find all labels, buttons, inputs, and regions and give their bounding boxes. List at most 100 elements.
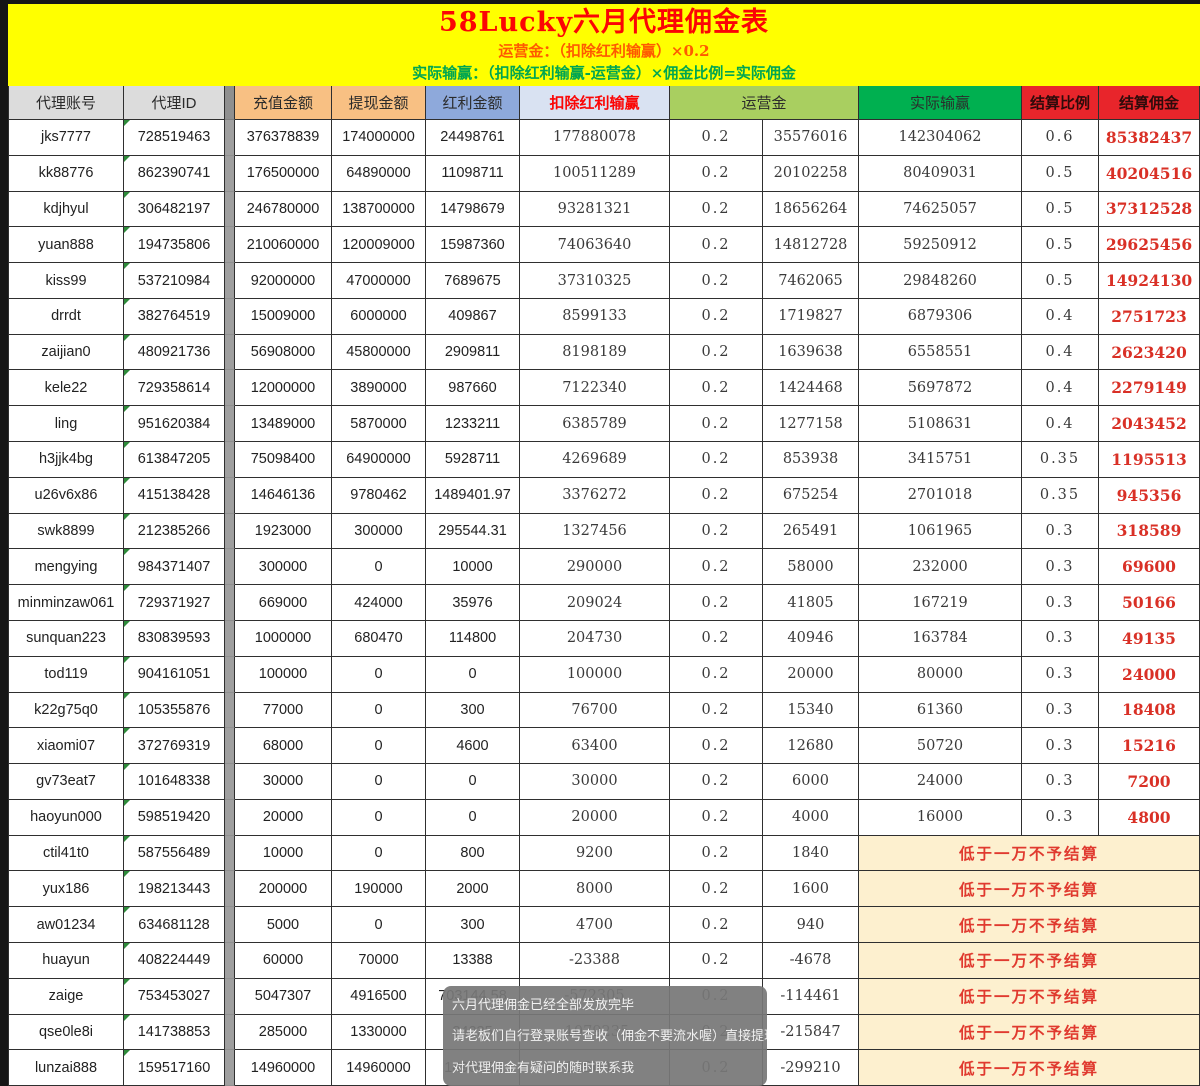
gap-column (225, 942, 235, 979)
cell-operating-fund: 6000 (763, 764, 859, 800)
column-header-withdraw: 提现金额 (332, 86, 426, 120)
cell-actual-winloss: 29848260 (859, 263, 1022, 299)
cell-account: gv73eat7 (9, 764, 124, 800)
cell-operating-fund: -4678 (763, 942, 859, 979)
cell-withdraw: 45800000 (332, 334, 426, 371)
cell-settle-commission: 85382437 (1099, 120, 1200, 156)
cell-agent-id: 984371407 (124, 549, 225, 586)
cell-settle-ratio: 0.4 (1022, 298, 1099, 335)
cell-settle-ratio: 0.3 (1022, 513, 1099, 550)
gap-column (225, 835, 235, 872)
cell-settle-commission: 15216 (1099, 728, 1200, 765)
cell-account: kiss99 (9, 263, 124, 299)
table-row: zaijian0 480921736 56908000 45800000 2909811… (9, 334, 1200, 371)
cell-agent-id: 382764519 (124, 298, 225, 335)
table-row: kdjhyul 306482197 246780000 138700000 147986… (9, 191, 1200, 228)
cell-agent-id: 728519463 (124, 120, 225, 156)
cell-deposit: 13489000 (235, 406, 332, 443)
cell-deposit: 15009000 (235, 298, 332, 335)
formula-actual: 实际输赢：（扣除红利输赢-运营金）×佣金比例=实际佣金 (412, 63, 796, 82)
cell-operating-ratio: 0.2 (670, 120, 763, 156)
cell-settle-ratio: 0.3 (1022, 620, 1099, 657)
gap-column (225, 120, 235, 156)
cell-withdraw: 64900000 (332, 442, 426, 478)
table-row: yux186 198213443 200000 190000 2000 8000 0.2 16… (9, 871, 1200, 908)
cell-deposit: 60000 (235, 942, 332, 979)
table-row: k22g75q0 105355876 77000 0 300 76700 0.2 15340 6… (9, 692, 1200, 729)
column-header-deposit: 充值金额 (235, 86, 332, 120)
cell-account: haoyun000 (9, 799, 124, 836)
cell-actual-winloss: 6879306 (859, 298, 1022, 335)
table-row: swk8899 212385266 1923000 300000 295544.31 13… (9, 513, 1200, 550)
cell-deposit: 669000 (235, 585, 332, 621)
cell-net-after-bonus: 4700 (520, 907, 670, 943)
cell-operating-fund: 4000 (763, 799, 859, 836)
cell-net-after-bonus: 1327456 (520, 513, 670, 550)
commission-table: 代理账号 代理ID 充值金额 提现金额 红利金额 扣除红利输赢 运营金 实际输赢 结算比例 结算佣… (8, 86, 1200, 1086)
cell-settle-commission: 50166 (1099, 585, 1200, 621)
cell-withdraw: 0 (332, 907, 426, 943)
cell-agent-id: 372769319 (124, 728, 225, 765)
cell-net-after-bonus: 290000 (520, 549, 670, 586)
gap-column (225, 334, 235, 371)
table-row: drrdt 382764519 15009000 6000000 409867 85991… (9, 298, 1200, 335)
gap-column (225, 442, 235, 478)
cell-account: yuan888 (9, 227, 124, 264)
cell-net-after-bonus: 3376272 (520, 477, 670, 514)
gap-column (225, 227, 235, 264)
cell-settle-commission: 14924130 (1099, 263, 1200, 299)
gap-column (225, 370, 235, 407)
cell-bonus: 7689675 (426, 263, 520, 299)
table-row: aw01234 634681128 5000 0 300 4700 0.2 940 低于一万不予… (9, 907, 1200, 943)
cell-deposit: 12000000 (235, 370, 332, 407)
cell-withdraw: 70000 (332, 942, 426, 979)
cell-withdraw: 14960000 (332, 1050, 426, 1086)
cell-operating-ratio: 0.2 (670, 656, 763, 693)
cell-deposit: 176500000 (235, 155, 332, 192)
cell-net-after-bonus: 93281321 (520, 191, 670, 228)
cell-actual-winloss: 80000 (859, 656, 1022, 693)
cell-operating-fund: 1600 (763, 871, 859, 908)
cell-operating-ratio: 0.2 (670, 370, 763, 407)
cell-net-after-bonus: 20000 (520, 799, 670, 836)
cell-net-after-bonus: 100000 (520, 656, 670, 693)
cell-net-after-bonus: 76700 (520, 692, 670, 729)
cell-operating-fund: 18656264 (763, 191, 859, 228)
gap-column (225, 907, 235, 943)
cell-withdraw: 190000 (332, 871, 426, 908)
gap-column (225, 86, 235, 120)
cell-actual-winloss: 16000 (859, 799, 1022, 836)
cell-operating-ratio: 0.2 (670, 549, 763, 586)
cell-operating-ratio: 0.2 (670, 585, 763, 621)
cell-account: kele22 (9, 370, 124, 407)
cell-actual-winloss: 24000 (859, 764, 1022, 800)
cell-account: h3jjk4bg (9, 442, 124, 478)
cell-settle-ratio: 0.3 (1022, 728, 1099, 765)
cell-account: minminzaw061 (9, 585, 124, 621)
table-row: huayun 408224449 60000 70000 13388 -23388 0.2-… (9, 942, 1200, 979)
cell-withdraw: 3890000 (332, 370, 426, 407)
cell-agent-id: 101648338 (124, 764, 225, 800)
toast-notification: 六月代理佣金已经全部发放完毕 请老板们自行登录账号查收（佣金不要流水喔）直接提现… (443, 986, 767, 1086)
cell-actual-winloss: 163784 (859, 620, 1022, 657)
cell-withdraw: 0 (332, 692, 426, 729)
cell-deposit: 10000 (235, 835, 332, 872)
cell-withdraw: 120009000 (332, 227, 426, 264)
formula-operating: 运营金：（扣除红利输赢）×0.2 (498, 41, 710, 60)
gap-column (225, 871, 235, 908)
cell-agent-id: 904161051 (124, 656, 225, 693)
cell-settle-commission: 18408 (1099, 692, 1200, 729)
table-row: u26v6x86 415138428 14646136 9780462 1489401.… (9, 477, 1200, 514)
cell-low-settlement-notice: 低于一万不予结算 (859, 835, 1200, 872)
cell-actual-winloss: 61360 (859, 692, 1022, 729)
cell-settle-ratio: 0.35 (1022, 442, 1099, 478)
banner: 58Lucky六月代理佣金表 运营金：（扣除红利输赢）×0.2 实际输赢：（扣除… (8, 4, 1200, 86)
cell-withdraw: 47000000 (332, 263, 426, 299)
cell-settle-ratio: 0.6 (1022, 120, 1099, 156)
cell-withdraw: 0 (332, 549, 426, 586)
cell-actual-winloss: 1061965 (859, 513, 1022, 550)
table-row: ctil41t0 587556489 10000 0 800 9200 0.2 1840 低于一… (9, 835, 1200, 872)
cell-bonus: 114800 (426, 620, 520, 657)
cell-actual-winloss: 142304062 (859, 120, 1022, 156)
cell-operating-ratio: 0.2 (670, 406, 763, 443)
